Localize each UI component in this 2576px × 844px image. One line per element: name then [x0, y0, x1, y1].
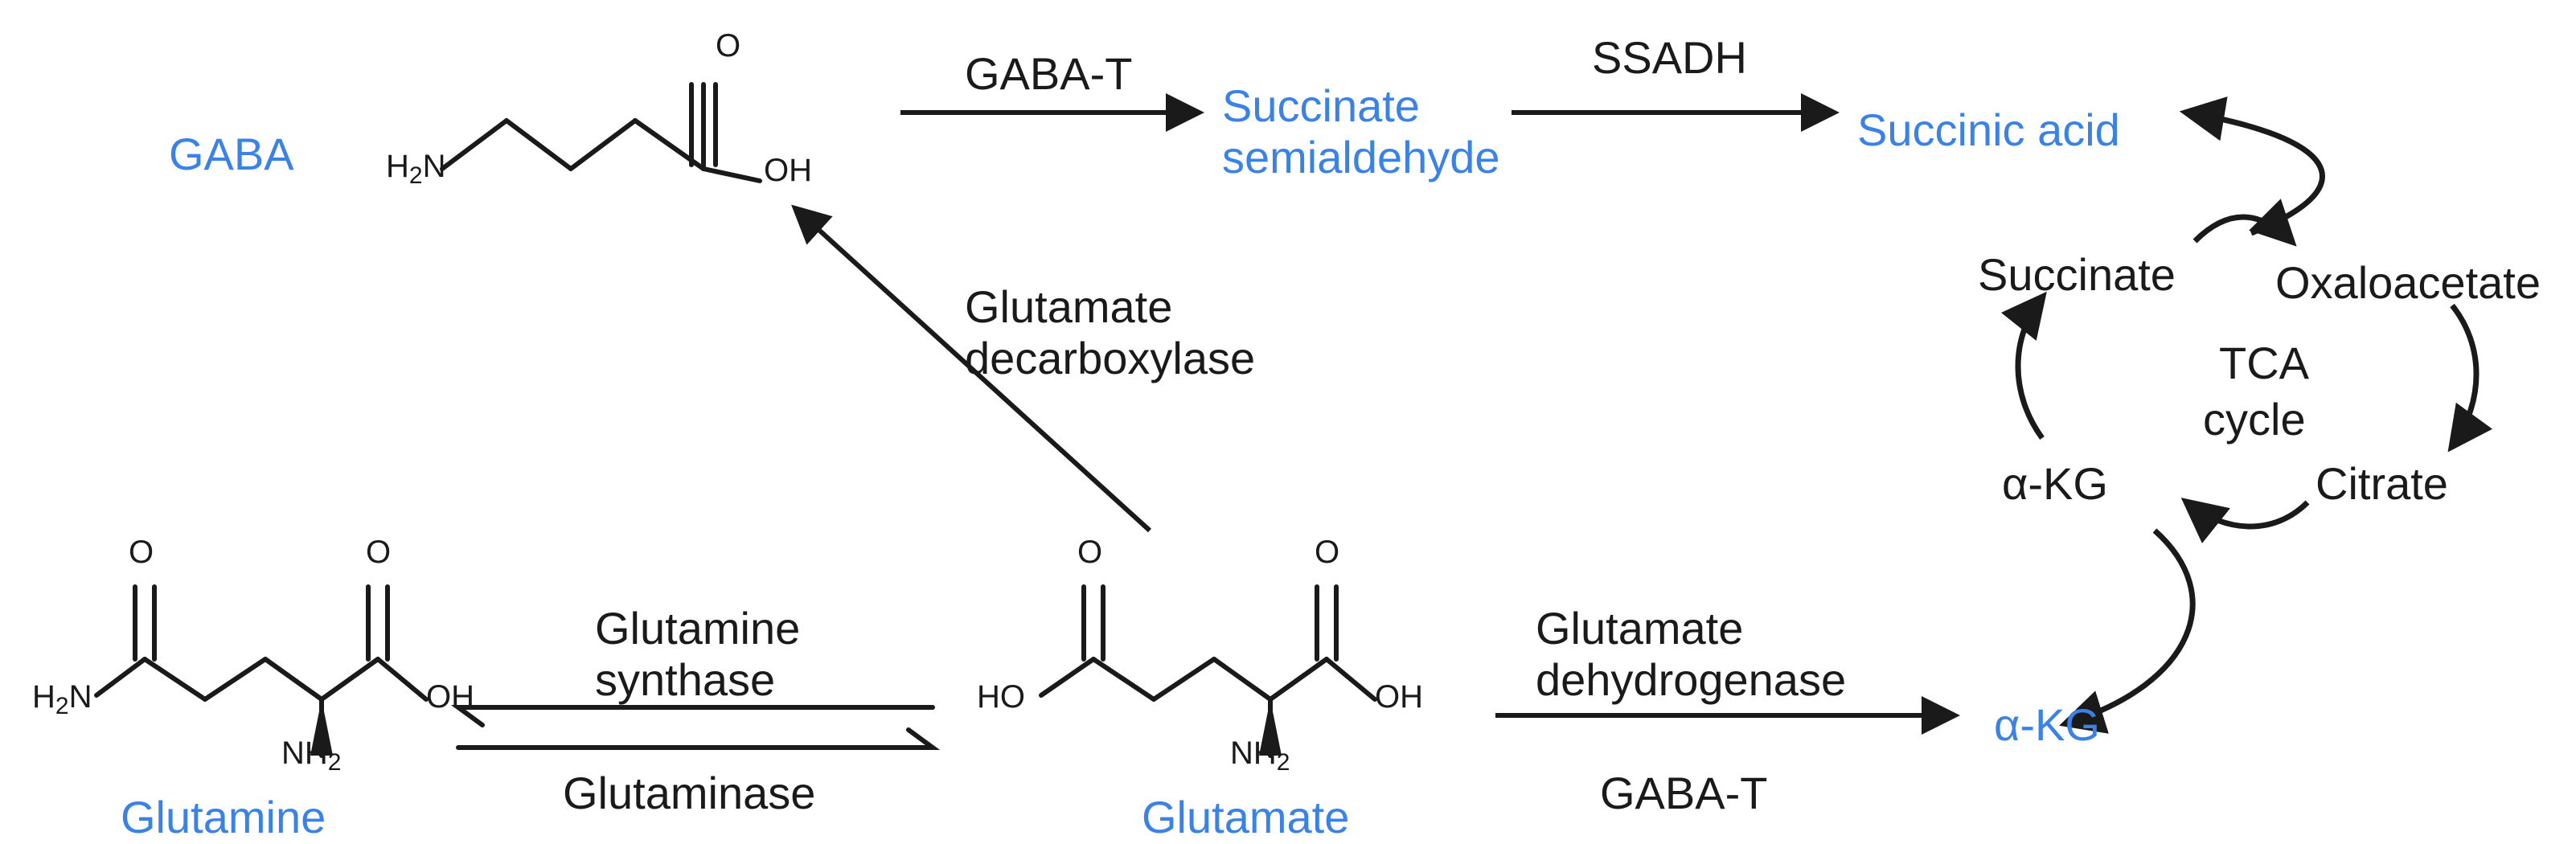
atom-glutamine_mol-O_right: O [366, 535, 391, 570]
label-ssadh: SSADH [1592, 32, 1747, 84]
label-glut_synth: Glutamine synthase [595, 603, 800, 707]
atom-glutamate_mol-OH: OH [1375, 679, 1423, 715]
molecule-gaba_mol: H2N O OH [386, 28, 812, 189]
label-glut_decarb: Glutamate decarboxylase [965, 281, 1255, 385]
label-glut_dehyd: Glutamate dehydrogenase [1536, 603, 1846, 707]
label-tca2: cycle [2203, 394, 2306, 445]
curve-cycle_to_akg_out [2066, 531, 2192, 723]
label-succ_acid: Succinic acid [1857, 104, 2120, 156]
atom-glutamate_mol-NH2: NH2 [1230, 735, 1290, 776]
curve-succacid_into_cycle [2187, 113, 2322, 233]
label-glutaminase: Glutaminase [563, 768, 815, 819]
atom-glutamine_mol-O_left: O [129, 535, 154, 570]
label-tca1: TCA [2219, 338, 2309, 389]
atom-gaba_mol-N: H2N [386, 149, 445, 189]
atom-glutamate_mol-O_left: O [1077, 535, 1102, 570]
label-akg_right: α-KG [1994, 699, 2100, 751]
label-oxaloacetate: Oxaloacetate [2275, 257, 2541, 309]
label-citrate: Citrate [2316, 458, 2448, 510]
label-gaba_t_bot: GABA-T [1600, 768, 1767, 819]
label-gaba_t_top: GABA-T [965, 48, 1132, 100]
atom-glutamine_mol-NH2_left: H2N [32, 679, 92, 719]
curve-akg_to_succinate [2018, 297, 2042, 438]
atom-glutamate_mol-HO_left: HO [977, 679, 1025, 715]
label-gaba: GABA [169, 129, 294, 180]
equil-top-glutamine_glutamate [458, 707, 933, 725]
curve-oxalo_to_citrate [2452, 305, 2476, 446]
curve-citrate_to_akg [2187, 502, 2307, 526]
equil-bot-glutamine_glutamate [458, 730, 933, 748]
molecule-glutamine_mol: H2N O O OH NH2 [32, 535, 474, 776]
label-succ_semi: Succinate semialdehyde [1222, 80, 1500, 184]
label-glutamate: Glutamate [1142, 792, 1349, 843]
atom-glutamine_mol-NH2: NH2 [281, 735, 341, 776]
label-akg_cycle: α-KG [2002, 458, 2108, 510]
atom-glutamine_mol-OH: OH [426, 679, 474, 715]
atom-glutamate_mol-O_right: O [1315, 535, 1339, 570]
molecule-glutamate_mol: HO O O OH NH2 [977, 535, 1423, 776]
label-succinate: Succinate [1978, 249, 2176, 301]
atom-gaba_mol-O1: O [716, 28, 740, 64]
atom-gaba_mol-OH: OH [764, 153, 812, 188]
label-glutamine: Glutamine [121, 792, 326, 843]
